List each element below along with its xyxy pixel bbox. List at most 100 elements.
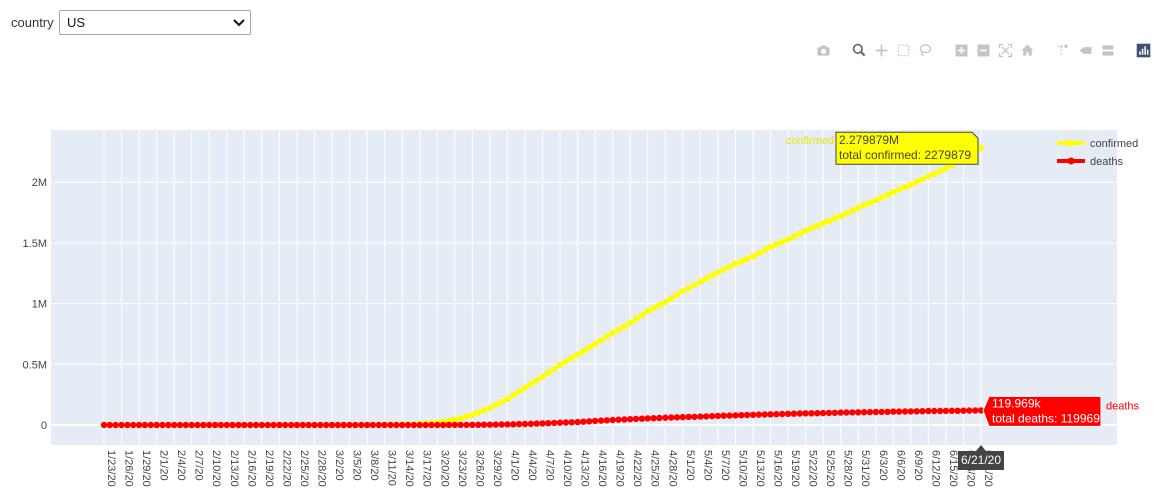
data-point-deaths[interactable] (855, 409, 862, 416)
data-point-confirmed[interactable] (457, 415, 464, 422)
data-point-deaths[interactable] (229, 421, 236, 429)
data-point-deaths[interactable] (662, 414, 669, 421)
data-point-deaths[interactable] (469, 421, 476, 428)
data-point-deaths[interactable] (475, 421, 482, 428)
data-point-confirmed[interactable] (749, 253, 757, 260)
data-point-deaths[interactable] (445, 421, 453, 429)
data-point-deaths[interactable] (393, 421, 400, 429)
hover-compare-icon[interactable] (1097, 40, 1117, 60)
data-point-confirmed[interactable] (533, 377, 540, 384)
data-point-confirmed[interactable] (545, 369, 552, 376)
data-point-deaths[interactable] (568, 419, 575, 426)
data-point-deaths[interactable] (872, 408, 879, 416)
reset-axes-icon[interactable] (1017, 40, 1037, 60)
data-point-deaths[interactable] (276, 421, 283, 429)
data-point-deaths[interactable] (258, 421, 266, 429)
data-point-deaths[interactable] (428, 421, 435, 429)
data-point-deaths[interactable] (223, 421, 230, 429)
data-point-deaths[interactable] (211, 421, 219, 429)
data-point-deaths[interactable] (562, 419, 570, 426)
data-point-deaths[interactable] (293, 421, 301, 429)
data-point-confirmed[interactable] (656, 301, 663, 309)
data-point-confirmed[interactable] (802, 227, 809, 234)
legend-item-deaths[interactable]: deaths (1057, 156, 1124, 168)
spike-lines-icon[interactable] (1053, 40, 1073, 60)
data-point-deaths[interactable] (767, 411, 774, 418)
data-point-confirmed[interactable] (627, 319, 634, 327)
data-point-confirmed[interactable] (866, 199, 874, 206)
data-point-deaths[interactable] (591, 417, 599, 425)
data-point-confirmed[interactable] (591, 340, 599, 348)
data-point-confirmed[interactable] (697, 278, 704, 285)
data-point-confirmed[interactable] (773, 241, 780, 248)
data-point-deaths[interactable] (545, 420, 552, 427)
data-point-confirmed[interactable] (492, 401, 499, 409)
data-point-deaths[interactable] (972, 407, 979, 414)
data-point-confirmed[interactable] (936, 167, 944, 175)
data-point-deaths[interactable] (632, 415, 640, 423)
data-point-deaths[interactable] (849, 409, 856, 416)
data-point-deaths[interactable] (597, 417, 605, 424)
data-point-deaths[interactable] (410, 421, 418, 429)
data-point-deaths[interactable] (796, 410, 803, 417)
data-point-deaths[interactable] (679, 413, 686, 421)
data-point-confirmed[interactable] (586, 344, 593, 351)
data-point-deaths[interactable] (434, 421, 441, 429)
data-point-deaths[interactable] (667, 414, 675, 421)
data-point-deaths[interactable] (323, 421, 330, 429)
data-point-deaths[interactable] (124, 421, 131, 429)
data-point-deaths[interactable] (165, 421, 172, 429)
data-point-confirmed[interactable] (615, 326, 622, 333)
hover-closest-icon[interactable] (1075, 40, 1095, 60)
data-point-deaths[interactable] (574, 418, 581, 426)
data-point-deaths[interactable] (439, 421, 447, 429)
data-point-deaths[interactable] (814, 410, 821, 417)
data-point-deaths[interactable] (515, 420, 523, 428)
data-point-confirmed[interactable] (498, 398, 505, 406)
data-point-confirmed[interactable] (931, 170, 938, 177)
data-point-confirmed[interactable] (480, 407, 488, 414)
data-point-deaths[interactable] (299, 421, 306, 429)
zoom-icon[interactable] (849, 40, 869, 60)
data-point-deaths[interactable] (697, 413, 704, 420)
data-point-confirmed[interactable] (504, 395, 511, 403)
data-point-confirmed[interactable] (621, 323, 628, 330)
data-point-confirmed[interactable] (685, 284, 692, 292)
data-point-deaths[interactable] (714, 412, 722, 420)
data-point-confirmed[interactable] (977, 145, 985, 152)
data-point-confirmed[interactable] (831, 215, 838, 222)
data-point-deaths[interactable] (837, 409, 844, 416)
data-point-deaths[interactable] (200, 421, 207, 429)
data-point-deaths[interactable] (603, 417, 610, 424)
data-point-deaths[interactable] (130, 421, 137, 429)
data-point-confirmed[interactable] (860, 202, 868, 209)
data-point-confirmed[interactable] (551, 365, 558, 372)
data-point-confirmed[interactable] (819, 220, 827, 227)
data-point-deaths[interactable] (217, 421, 225, 429)
data-point-confirmed[interactable] (814, 222, 821, 229)
data-point-deaths[interactable] (147, 421, 154, 429)
data-point-deaths[interactable] (381, 421, 388, 429)
data-point-deaths[interactable] (527, 420, 534, 427)
data-point-deaths[interactable] (504, 421, 511, 428)
data-point-deaths[interactable] (533, 420, 540, 427)
data-point-confirmed[interactable] (609, 329, 616, 337)
data-point-deaths[interactable] (720, 412, 727, 419)
data-point-deaths[interactable] (305, 421, 312, 429)
data-point-confirmed[interactable] (913, 178, 920, 186)
data-point-confirmed[interactable] (556, 361, 564, 368)
data-point-deaths[interactable] (954, 407, 961, 414)
data-point-deaths[interactable] (977, 407, 985, 414)
data-point-deaths[interactable] (703, 413, 710, 420)
data-point-deaths[interactable] (907, 408, 914, 415)
data-point-deaths[interactable] (726, 412, 733, 419)
data-point-deaths[interactable] (510, 421, 517, 428)
data-point-deaths[interactable] (135, 421, 143, 429)
data-point-confirmed[interactable] (755, 249, 762, 257)
data-point-deaths[interactable] (960, 407, 967, 414)
data-point-deaths[interactable] (369, 421, 377, 429)
data-point-deaths[interactable] (802, 410, 809, 417)
data-point-confirmed[interactable] (808, 225, 815, 232)
autoscale-icon[interactable] (995, 40, 1015, 60)
data-point-confirmed[interactable] (942, 165, 950, 172)
